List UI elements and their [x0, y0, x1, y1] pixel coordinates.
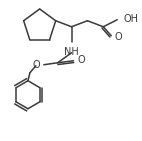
- Text: O: O: [114, 32, 122, 42]
- Text: O: O: [78, 55, 85, 65]
- Text: NH: NH: [64, 47, 79, 57]
- Text: OH: OH: [123, 14, 138, 24]
- Text: O: O: [32, 60, 40, 70]
